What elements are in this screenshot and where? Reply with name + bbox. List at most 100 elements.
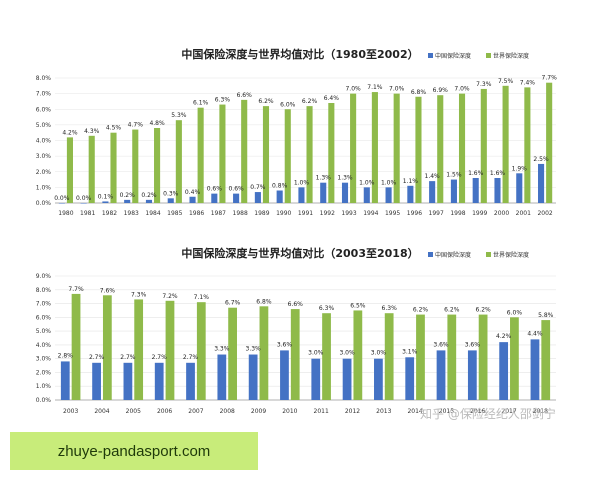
data-label-china-2014: 3.1% [402,348,418,355]
x-tick-label: 1999 [472,210,487,217]
bar-world-2009 [259,306,269,400]
x-tick-label: 1989 [254,210,269,217]
y-tick-label: 5.0% [36,328,52,335]
bar-world-1985 [175,120,182,203]
data-label-world-1990: 6.0% [280,101,296,108]
x-tick-label: 1990 [276,210,291,217]
bar-china-1997 [429,181,436,203]
bar-china-1989 [254,192,261,203]
bar-world-1990 [284,109,291,203]
y-tick-label: 3.0% [36,153,52,160]
y-tick-label: 2.0% [36,369,52,376]
y-tick-label: 4.0% [36,138,52,145]
bar-world-1998 [458,93,466,203]
bar-world-1997 [437,95,444,203]
bar-world-2015 [447,314,457,400]
data-label-world-1996: 6.8% [411,89,427,96]
bar-china-2016 [467,350,477,400]
data-label-china-1987: 0.6% [207,186,223,193]
data-label-china-1991: 1.0% [294,179,310,186]
bar-world-1995 [393,93,400,203]
data-label-world-2010: 6.6% [288,301,304,308]
data-label-china-2015: 3.6% [433,341,449,348]
data-label-world-1995: 7.0% [389,86,405,93]
y-tick-label: 8.0% [36,75,52,82]
bar-china-1994 [363,187,370,203]
legend-label-1: 中国保险深度 [435,251,471,259]
bar-china-2007 [186,362,195,400]
data-label-china-2008: 3.3% [214,346,230,353]
bar-china-2018 [530,339,540,400]
data-label-china-1988: 0.6% [228,186,244,193]
bar-world-1987 [219,104,226,203]
bar-world-2014 [416,314,425,400]
bar-world-2004 [102,295,112,400]
data-label-china-1992: 1.3% [316,175,332,182]
data-label-world-2004: 7.6% [100,287,116,294]
bar-world-2012 [353,310,363,400]
bar-china-2010 [280,350,289,400]
bar-world-2002 [546,82,553,203]
y-tick-label: 7.0% [36,91,52,98]
data-label-world-1988: 6.6% [237,92,253,99]
x-tick-label: 2011 [314,408,329,415]
data-label-china-1983: 0.2% [120,192,136,199]
bar-china-2017 [499,342,509,400]
x-tick-label: 1988 [233,210,248,217]
data-label-world-2018: 5.8% [538,312,554,319]
x-tick-label: 2008 [220,408,235,415]
x-tick-label: 2007 [188,408,203,415]
x-tick-label: 2014 [407,408,422,415]
legend-label-2: 世界保险深度 [493,52,529,60]
data-label-china-2006: 2.7% [152,354,168,361]
x-tick-label: 1986 [189,210,204,217]
data-label-world-2006: 7.2% [162,293,178,300]
x-tick-label: 1994 [363,210,378,217]
bar-china-1998 [450,179,457,203]
x-tick-label: 1992 [320,210,335,217]
legend: 中国保险深度 世界保险深度 [428,251,529,259]
y-tick-label: 6.0% [36,106,52,113]
bar-china-2014 [405,357,415,400]
x-tick-label: 1995 [385,210,400,217]
data-label-world-2011: 6.3% [319,305,335,312]
data-label-world-2012: 6.5% [350,302,366,309]
site-banner[interactable]: zhuye-pandasport.com [10,432,258,470]
bar-world-2016 [478,314,488,400]
y-tick-label: 0.0% [36,397,52,404]
bar-china-1995 [385,187,392,203]
data-label-china-1993: 1.3% [337,175,353,182]
data-label-china-2000: 1.6% [490,170,506,177]
data-label-china-1984: 0.2% [141,192,157,199]
bar-china-1981 [80,203,87,204]
data-label-world-1987: 6.3% [215,97,231,104]
data-label-world-2000: 7.5% [498,78,514,85]
y-tick-label: 1.0% [36,184,52,191]
data-label-world-1980: 4.2% [62,129,78,136]
bar-china-2015 [436,350,446,400]
bar-china-2003 [60,361,70,400]
data-label-world-2001: 7.4% [520,79,536,86]
data-label-china-2011: 3.0% [308,350,324,357]
bar-world-1989 [262,106,270,203]
bar-china-2008 [217,354,227,400]
data-label-world-1999: 7.3% [476,81,492,88]
data-label-world-1994: 7.1% [367,84,383,91]
bar-china-1991 [298,187,305,203]
data-label-china-1996: 1.1% [403,178,419,185]
bar-china-1980 [58,203,65,204]
bar-china-2013 [374,358,383,400]
y-tick-label: 8.0% [36,287,52,294]
x-tick-label: 1981 [80,210,95,217]
data-label-world-2008: 6.7% [225,300,241,307]
x-tick-label: 2012 [345,408,360,415]
data-label-world-2015: 6.2% [444,307,460,314]
chart-title: 中国保险深度与世界均值对比（1980至2002） [181,47,418,61]
legend-swatch-1 [428,252,433,257]
data-label-world-1984: 4.8% [149,120,165,127]
bar-world-1981 [88,135,95,203]
bar-china-1982 [102,201,109,203]
y-tick-label: 0.0% [36,200,52,207]
data-label-world-2003: 7.7% [68,286,84,293]
